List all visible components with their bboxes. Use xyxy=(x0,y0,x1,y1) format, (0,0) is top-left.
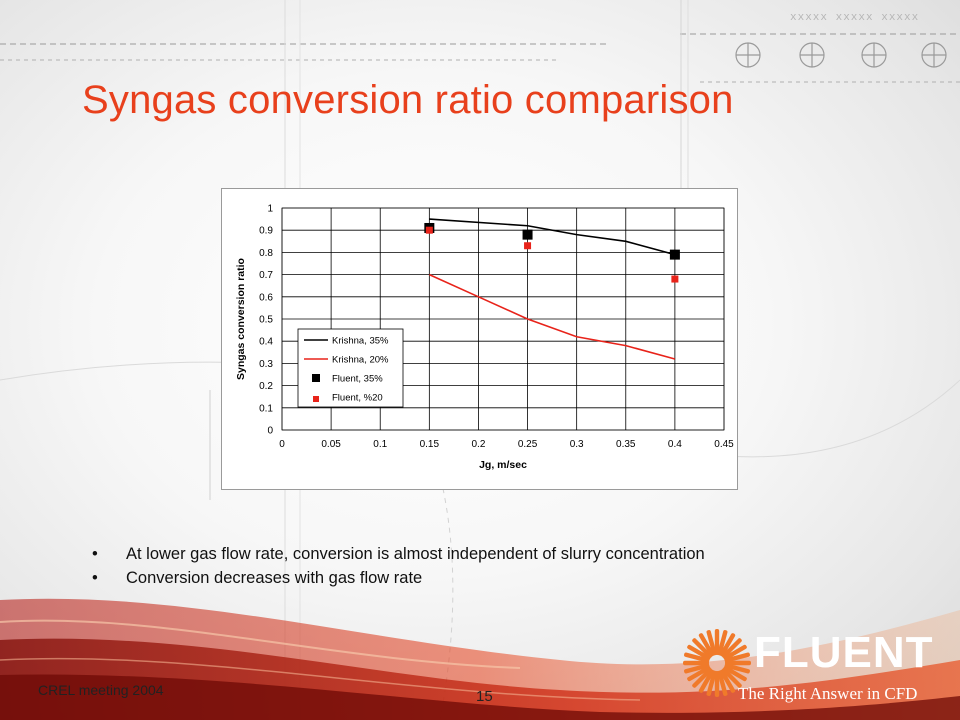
legend-entry-label: Krishna, 35% xyxy=(332,336,389,347)
sunburst-ray xyxy=(687,644,711,661)
sunburst-ray xyxy=(721,667,742,688)
sunburst-ray xyxy=(719,633,736,657)
sunburst-ray xyxy=(706,630,717,656)
x-tick-label: 0.45 xyxy=(714,439,734,450)
header-decorative-marks: xxxxx xxxxx xxxxx xyxy=(790,12,920,24)
y-tick-label: 0.1 xyxy=(259,403,273,414)
page-number: 15 xyxy=(476,688,493,705)
x-tick-label: 0.2 xyxy=(471,439,485,450)
data-point-marker xyxy=(669,249,680,260)
x-tick-label: 0 xyxy=(279,439,285,450)
sunburst-ray xyxy=(724,652,750,663)
legend-marker-swatch xyxy=(312,374,320,382)
y-tick-label: 0.9 xyxy=(259,226,273,237)
data-point-marker xyxy=(522,229,533,240)
y-tick-label: 0.2 xyxy=(259,381,273,392)
bullet-item: • At lower gas flow rate, conversion is a… xyxy=(92,542,705,566)
data-point-marker xyxy=(425,226,433,234)
series-line xyxy=(429,273,676,360)
y-tick-label: 1 xyxy=(267,204,273,215)
y-tick-label: 0.7 xyxy=(259,270,273,281)
x-tick-label: 0.4 xyxy=(668,439,682,450)
sunburst-ray xyxy=(692,667,713,688)
sunburst-ray xyxy=(687,665,711,682)
slide-title: Syngas conversion ratio comparison xyxy=(82,78,734,122)
bullet-item: • Conversion decreases with gas flow rate xyxy=(92,566,705,590)
data-point-marker xyxy=(524,242,532,250)
bullet-list: • At lower gas flow rate, conversion is a… xyxy=(92,542,705,590)
sunburst-ray xyxy=(719,669,736,693)
y-tick-label: 0.6 xyxy=(259,292,273,303)
chart-panel: 0 0.05 0.1 0.15 0.2 0.25 0.3 0.35 0.4 0.45 0 0.1 0.2… xyxy=(221,188,738,490)
legend-marker-swatch xyxy=(313,396,319,402)
sunburst-ray xyxy=(717,630,728,656)
bullet-text: Conversion decreases with gas flow rate xyxy=(126,569,423,587)
sunburst-ray xyxy=(683,660,709,666)
sunburst-ray xyxy=(714,629,720,655)
sunburst-ray xyxy=(684,663,710,674)
x-tick-label: 0.35 xyxy=(616,439,636,450)
bullet-text: At lower gas flow rate, conversion is al… xyxy=(126,545,705,563)
sunburst-ray xyxy=(698,669,715,693)
sunburst-ray xyxy=(723,665,747,682)
x-tick-label: 0.3 xyxy=(570,439,584,450)
footer-meeting-label: CREL meeting 2004 xyxy=(38,682,164,698)
sunburst-ray xyxy=(692,638,713,659)
legend-entry-label: Fluent, %20 xyxy=(332,393,383,404)
y-axis-label: Syngas conversion ratio xyxy=(235,258,247,380)
data-point-marker xyxy=(671,275,679,283)
x-axis-label: Jg, m/sec xyxy=(479,459,527,471)
conversion-ratio-chart: 0 0.05 0.1 0.15 0.2 0.25 0.3 0.35 0.4 0.45 0 0.1 0.2… xyxy=(235,204,734,472)
y-tick-label: 0.3 xyxy=(259,359,273,370)
sunburst-ray xyxy=(684,652,710,663)
x-tick-label: 0.15 xyxy=(420,439,440,450)
legend-entry-label: Fluent, 35% xyxy=(332,374,383,385)
y-tick-label: 0.8 xyxy=(259,248,273,259)
y-tick-label: 0.4 xyxy=(259,337,273,348)
sunburst-ray xyxy=(706,670,717,696)
sunburst-ray xyxy=(717,670,728,696)
bullet-dot-icon: • xyxy=(92,545,98,563)
sunburst-ray xyxy=(714,671,720,697)
sunburst-logo-icon xyxy=(683,629,751,697)
logo-tagline: The Right Answer in CFD xyxy=(738,684,918,703)
x-tick-label: 0.25 xyxy=(518,439,538,450)
x-tick-label: 0.05 xyxy=(321,439,341,450)
bullet-dot-icon: • xyxy=(92,569,98,587)
legend-box xyxy=(297,328,404,408)
y-tick-label: 0.5 xyxy=(259,315,273,326)
fluent-logo: FLUENT The Right Answer in CFD xyxy=(676,626,946,712)
x-tick-label: 0.1 xyxy=(373,439,387,450)
sunburst-ray xyxy=(724,663,750,674)
sunburst-ray xyxy=(725,660,751,666)
legend-entry-label: Krishna, 20% xyxy=(332,355,389,366)
logo-wordmark: FLUENT xyxy=(754,628,934,677)
y-tick-label: 0 xyxy=(267,426,273,437)
sunburst-ray xyxy=(698,633,715,657)
sunburst-ray xyxy=(721,638,742,659)
sunburst-ray xyxy=(723,644,747,661)
series-line xyxy=(429,218,676,256)
